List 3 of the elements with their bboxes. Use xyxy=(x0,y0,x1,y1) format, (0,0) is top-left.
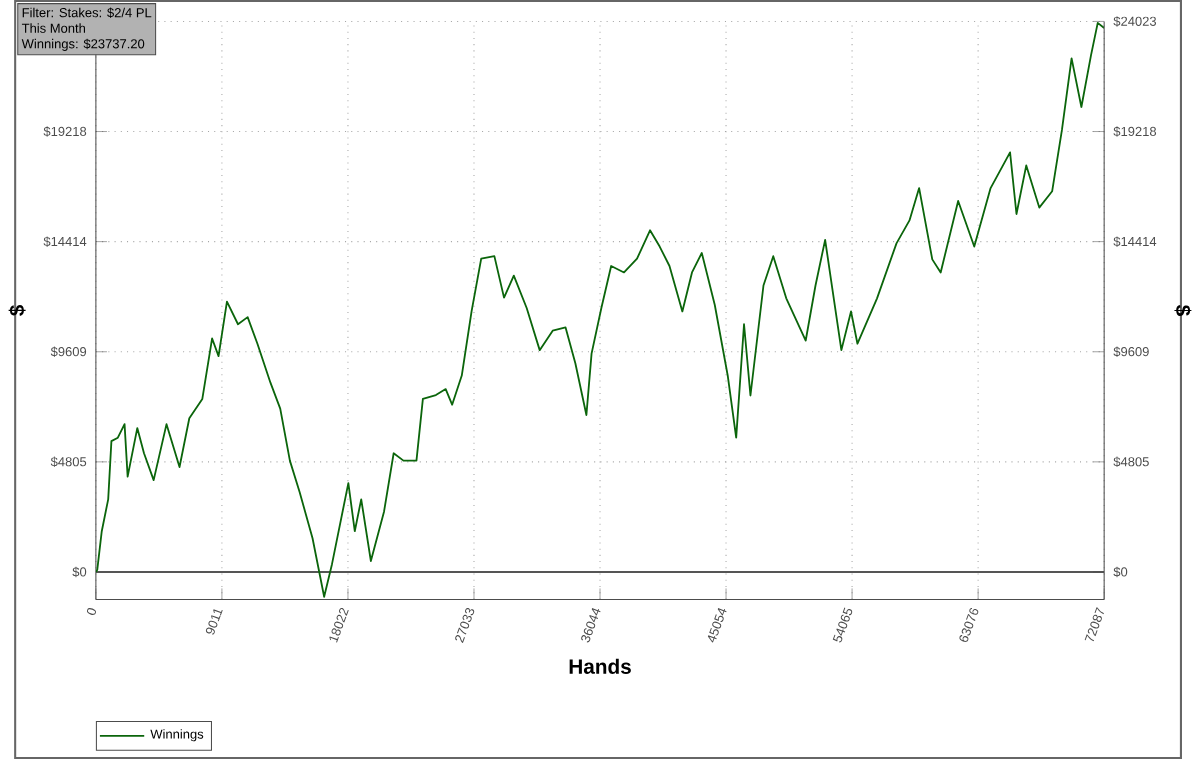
x-axis-title: Hands xyxy=(569,659,631,675)
y-axis-title: $ xyxy=(8,305,26,317)
y2-axis-title: $ xyxy=(1174,305,1192,317)
